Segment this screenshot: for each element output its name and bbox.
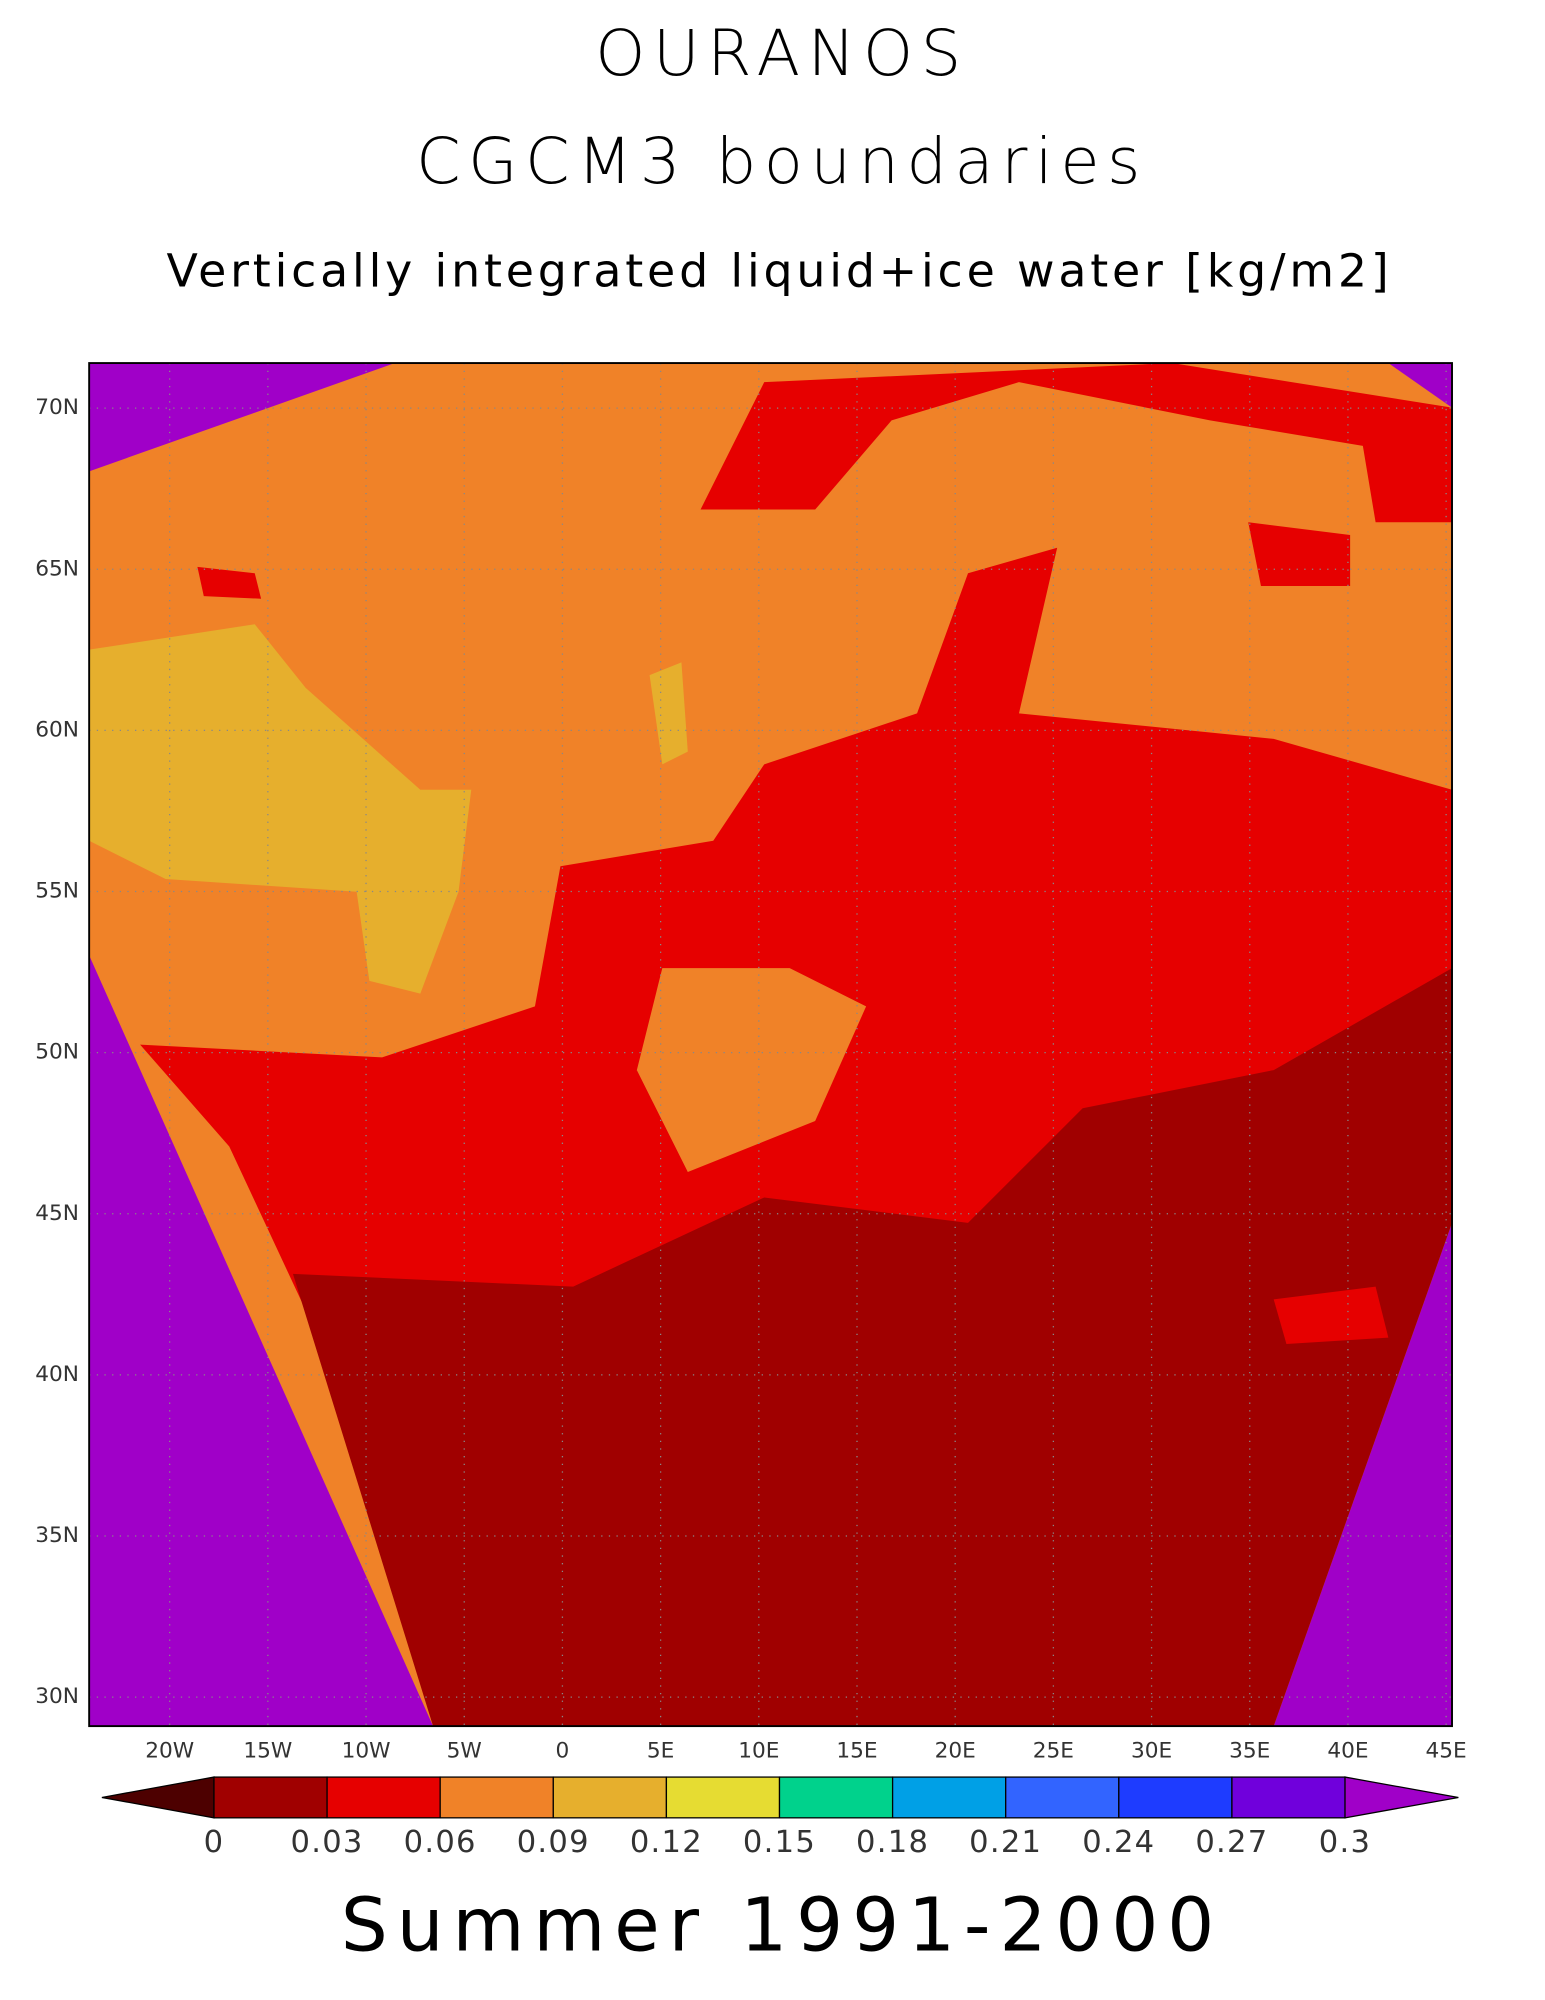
colorbar-segment [213, 1776, 328, 1819]
map-frame [88, 362, 1453, 1728]
region [700, 363, 1453, 523]
x-tick-label: 10W [342, 1739, 391, 1764]
colorbar-label: 0.21 [969, 1825, 1042, 1860]
colorbar-segment [1005, 1776, 1120, 1819]
colorbar-label: 0.03 [291, 1825, 364, 1860]
colorbar-over [1344, 1776, 1459, 1819]
colorbar-under [101, 1776, 215, 1819]
region [197, 566, 262, 599]
colorbar-segment [665, 1776, 781, 1819]
region [89, 624, 472, 994]
x-tick-label: 15E [836, 1739, 877, 1764]
colorbar-segment [891, 1776, 1007, 1819]
colorbar-label: 0.27 [1195, 1825, 1268, 1860]
colorbar-segment [778, 1776, 894, 1819]
subtitle: CGCM3 boundaries [416, 125, 1148, 199]
title: OURANOS [595, 17, 969, 91]
y-tick-label: 45N [35, 1201, 79, 1226]
y-tick-label: 65N [35, 556, 79, 581]
colorbar-label: 0.18 [856, 1825, 929, 1860]
colorbar-label: 0.06 [404, 1825, 477, 1860]
x-tick-label: 35E [1229, 1739, 1270, 1764]
x-tick-label: 10E [738, 1739, 779, 1764]
x-tick-label: 20W [145, 1739, 194, 1764]
y-tick-label: 30N [35, 1684, 79, 1709]
x-tick-label: 30E [1131, 1739, 1172, 1764]
colorbar-label: 0.15 [743, 1825, 816, 1860]
x-tick-label: 5E [647, 1739, 674, 1764]
y-tick-label: 70N [35, 395, 79, 420]
x-tick-label: 0 [556, 1739, 570, 1764]
map-field [89, 363, 1453, 1727]
y-tick-label: 50N [35, 1040, 79, 1065]
y-tick-label: 40N [35, 1362, 79, 1387]
colorbar-segment [1118, 1776, 1233, 1819]
colorbar-label: 0.24 [1082, 1825, 1155, 1860]
x-tick-label: 40E [1327, 1739, 1368, 1764]
x-tick-label: 5W [447, 1739, 482, 1764]
region [292, 968, 1453, 1727]
x-tick-label: 45E [1426, 1739, 1467, 1764]
region [636, 968, 867, 1172]
colorbar-segment [326, 1776, 441, 1819]
region [1248, 522, 1351, 586]
colorbar-segment [1231, 1776, 1346, 1819]
x-tick-label: 25E [1033, 1739, 1074, 1764]
colorbar-label: 0.09 [517, 1825, 590, 1860]
y-tick-label: 35N [35, 1523, 79, 1548]
x-tick-label: 15W [243, 1739, 292, 1764]
period-label: Summer 1991-2000 [341, 1882, 1223, 1968]
colorbar-label: 0 [204, 1825, 225, 1860]
y-tick-label: 60N [35, 717, 79, 742]
colorbar-segment [439, 1776, 554, 1819]
y-tick-label: 55N [35, 879, 79, 904]
variable-label: Vertically integrated liquid+ice water [… [166, 243, 1392, 297]
region [649, 662, 688, 765]
colorbar-segment [552, 1776, 668, 1819]
colorbar-label: 0.3 [1319, 1825, 1371, 1860]
region [1273, 1286, 1389, 1344]
colorbar-label: 0.12 [630, 1825, 703, 1860]
x-tick-label: 20E [935, 1739, 976, 1764]
